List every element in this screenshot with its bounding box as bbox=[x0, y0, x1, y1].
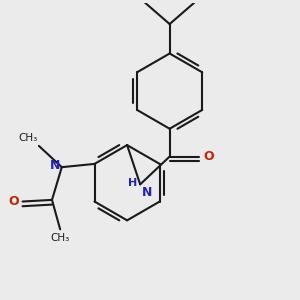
Text: H: H bbox=[128, 178, 137, 188]
Text: CH₃: CH₃ bbox=[18, 133, 37, 143]
Text: O: O bbox=[8, 195, 19, 208]
Text: O: O bbox=[203, 150, 214, 163]
Text: N: N bbox=[142, 186, 152, 199]
Text: N: N bbox=[50, 159, 60, 172]
Text: CH₃: CH₃ bbox=[50, 232, 70, 243]
